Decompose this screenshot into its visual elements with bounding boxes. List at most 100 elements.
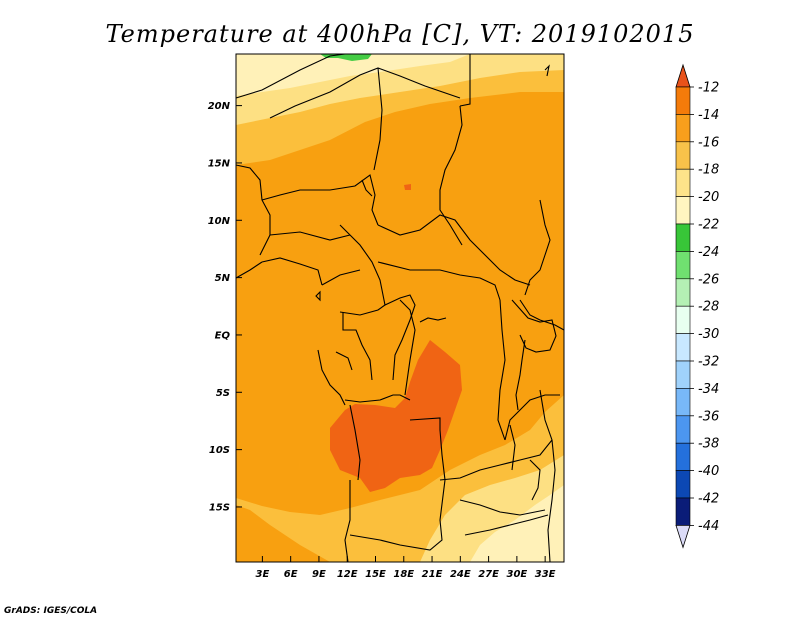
colorbar-arrow-bottom	[675, 525, 691, 549]
colorbar-label: -28	[698, 300, 719, 315]
colorbar-swatch	[675, 223, 691, 252]
lake-outline	[315, 290, 321, 302]
border-line	[464, 514, 549, 536]
border-line	[344, 394, 411, 403]
border-line	[377, 214, 531, 286]
colorbar-label: -34	[698, 382, 719, 397]
colorbar-swatch	[675, 278, 691, 307]
border-line	[544, 64, 550, 77]
colorbar-swatch	[675, 168, 691, 197]
border-line	[399, 299, 416, 396]
x-tick-label: 15E	[365, 569, 386, 580]
y-tick-label: 5N	[215, 273, 231, 284]
border-line	[497, 299, 506, 441]
border-line	[377, 261, 501, 301]
field-warm-spot	[404, 184, 411, 190]
y-tick-label: 5S	[216, 388, 230, 399]
colorbar: -12 -14 -16 -18 -20 -22 -24 -26 -28 -30 -32 -34 -36 -…	[675, 63, 719, 549]
border-line	[269, 231, 351, 241]
country-borders	[235, 53, 565, 563]
colorbar-label: -30	[698, 327, 719, 342]
border-line	[539, 389, 556, 563]
colorbar-label: -40	[698, 464, 719, 479]
colorbar-label: -14	[698, 108, 719, 123]
border-line	[261, 174, 379, 226]
colorbar-label: -24	[698, 245, 719, 260]
border-line	[459, 54, 471, 107]
border-line	[504, 394, 560, 441]
colorbar-swatch	[675, 305, 691, 334]
colorbar-label: -20	[698, 190, 719, 205]
x-tick-label: 12E	[337, 569, 358, 580]
colorbar-swatch	[675, 442, 691, 471]
x-tick-label: 6E	[284, 569, 298, 580]
colorbar-swatch	[675, 196, 691, 225]
colorbar-label: -36	[698, 409, 719, 424]
colorbar-label: -18	[698, 163, 719, 178]
border-line	[439, 105, 463, 246]
colorbar-label: -16	[698, 135, 719, 150]
border-line	[459, 499, 546, 516]
credit-label: GrADS: IGES/COLA	[4, 606, 97, 616]
colorbar-swatch	[675, 360, 691, 389]
border-line	[342, 312, 373, 381]
x-tick-label: 21E	[422, 569, 443, 580]
colorbar-swatch	[675, 86, 691, 115]
colorbar-label: -12	[698, 81, 719, 96]
colorbar-label: -32	[698, 355, 719, 370]
y-tick-label: EQ	[215, 330, 231, 341]
colorbar-label: -26	[698, 272, 719, 287]
border-line	[235, 261, 263, 279]
x-tick-label: 3E	[255, 569, 269, 580]
y-tick-label: 20N	[208, 101, 231, 112]
border-line	[361, 179, 373, 197]
colorbar-swatch	[675, 251, 691, 280]
colorbar-label: -38	[698, 437, 719, 452]
chart-title: Temperature at 400hPa [C], VT: 201910201…	[106, 20, 695, 48]
border-line	[317, 349, 346, 406]
y-tick-label: 15N	[208, 158, 231, 169]
border-line	[439, 439, 553, 481]
colorbar-swatch	[675, 141, 691, 170]
colorbar-label: -22	[698, 218, 719, 233]
x-axis: 3E 6E 9E 12E 15E 18E 21E 24E 27E 30E 33E	[255, 556, 556, 580]
colorbar-label: -42	[698, 492, 719, 507]
lake-outline	[419, 317, 447, 323]
border-line	[524, 199, 551, 296]
field-band-minus20-north	[236, 54, 470, 96]
x-tick-label: 27E	[478, 569, 499, 580]
field-warm-core	[330, 340, 462, 492]
border-line	[373, 67, 383, 171]
border-line	[344, 480, 351, 563]
border-line	[349, 417, 446, 551]
y-tick-label: 15S	[209, 502, 230, 513]
x-tick-label: 30E	[506, 569, 527, 580]
y-tick-label: 10S	[209, 445, 230, 456]
lake-outline	[511, 299, 557, 353]
border-line	[235, 53, 346, 99]
colorbar-swatch	[675, 114, 691, 143]
border-line	[519, 299, 565, 331]
x-tick-label: 18E	[393, 569, 414, 580]
colorbar-swatch	[675, 333, 691, 362]
lake-outline	[509, 424, 516, 471]
colorbar-swatch	[675, 470, 691, 499]
y-tick-label: 10N	[208, 216, 231, 227]
border-line	[339, 224, 386, 316]
x-tick-label: 9E	[312, 569, 326, 580]
x-tick-label: 24E	[450, 569, 471, 580]
border-line	[321, 269, 361, 286]
colorbar-swatch	[675, 497, 691, 526]
x-tick-label: 33E	[535, 569, 556, 580]
colorbar-arrow-top	[675, 63, 691, 88]
y-axis: 20N 15N 10N 5N EQ 5S 10S 15S	[208, 101, 242, 513]
border-line	[349, 404, 361, 481]
border-line	[384, 294, 416, 381]
border-line	[335, 351, 353, 371]
colorbar-swatch	[675, 415, 691, 444]
colorbar-swatch	[675, 388, 691, 417]
border-line	[269, 67, 461, 119]
lake-outline	[529, 459, 541, 501]
border-line	[261, 257, 323, 286]
